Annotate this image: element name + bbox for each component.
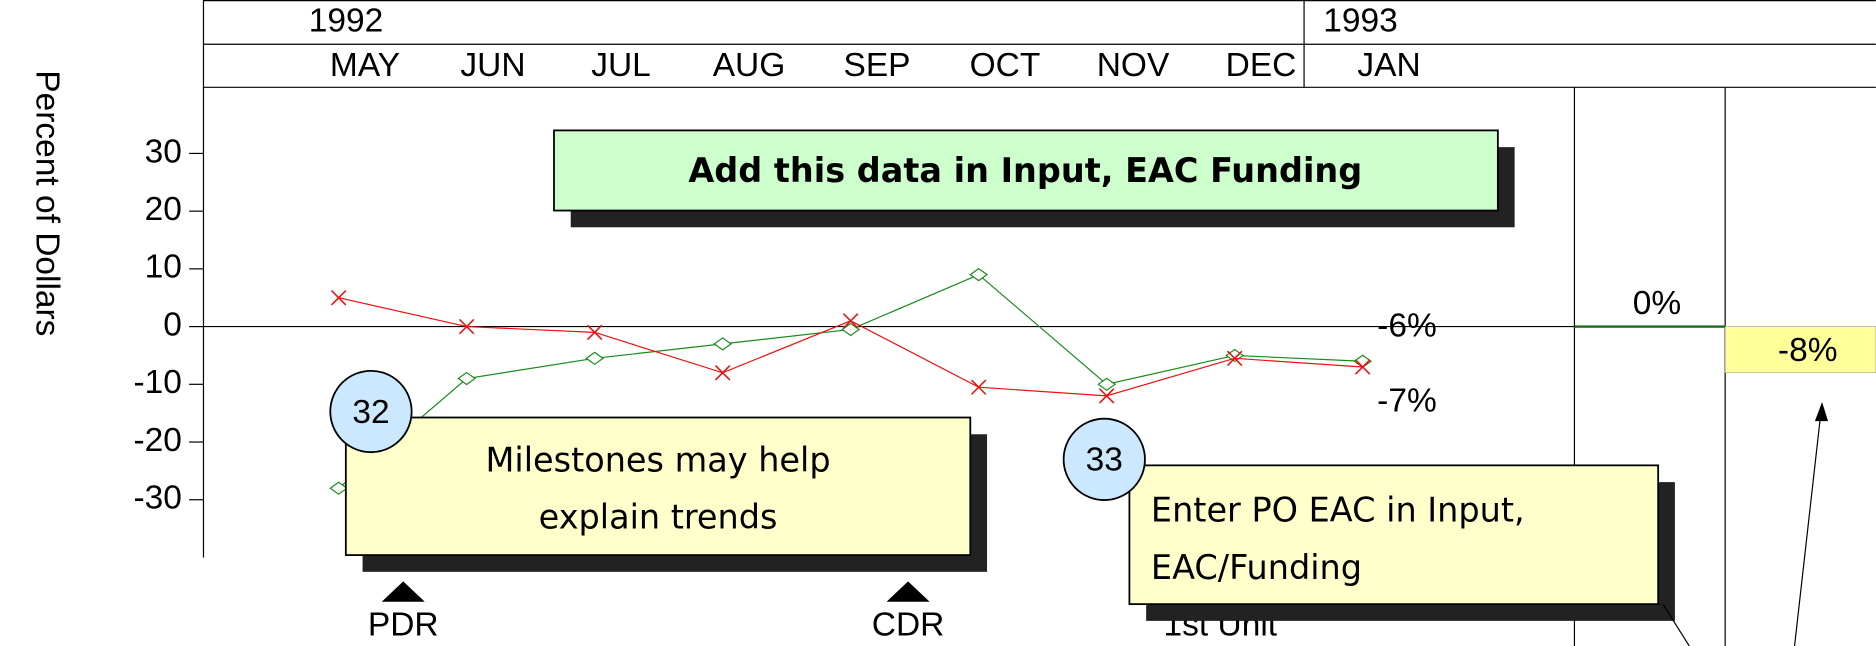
y-tick-label: -20 xyxy=(134,422,182,459)
series-line xyxy=(338,297,1363,397)
summary-label: -8% xyxy=(1778,332,1838,369)
marker xyxy=(329,481,349,495)
x-tick-label: JAN xyxy=(1357,47,1420,84)
summary-bar xyxy=(1574,325,1726,328)
note-text: explain trends xyxy=(539,498,778,537)
summary-bar xyxy=(1724,326,1876,374)
pointer xyxy=(1793,412,1822,646)
x-tick-label: JUN xyxy=(460,47,525,84)
milestone-label: CDR xyxy=(872,607,945,644)
marker xyxy=(1098,388,1115,404)
y-tick-label: 10 xyxy=(145,249,182,286)
x-tick-label: SEP xyxy=(843,47,910,84)
marker xyxy=(970,379,987,395)
note-number: 33 xyxy=(1086,442,1123,479)
note-number: 32 xyxy=(352,394,389,431)
y-tick-label: 30 xyxy=(145,133,182,170)
milestone-marker xyxy=(886,581,930,602)
marker xyxy=(969,267,989,282)
marker xyxy=(842,313,859,329)
y-tick-label: 20 xyxy=(145,191,182,228)
y-tick-label: -10 xyxy=(134,364,182,401)
y-tick-label: 0 xyxy=(163,306,182,343)
note-box xyxy=(344,416,972,556)
value-label: -7% xyxy=(1377,383,1437,420)
x-tick-label: MAY xyxy=(330,47,400,84)
banner-box xyxy=(553,129,1499,212)
arrowhead xyxy=(1814,401,1829,422)
note-text: Milestones may help xyxy=(486,440,831,479)
x-tick-label: DEC xyxy=(1226,47,1297,84)
banner-text: Add this data in Input, EAC Funding xyxy=(688,151,1362,190)
y-tick-label: -30 xyxy=(134,480,182,517)
marker xyxy=(713,337,733,351)
marker xyxy=(841,322,861,337)
marker xyxy=(1226,350,1243,367)
note-badge xyxy=(1062,417,1146,501)
y-axis-label: Percent of Dollars xyxy=(29,70,66,336)
note-text: Enter PO EAC in Input, xyxy=(1151,491,1525,530)
year-label: 1993 xyxy=(1323,3,1398,40)
marker xyxy=(458,318,475,335)
note-badge xyxy=(329,369,413,454)
marker xyxy=(457,371,477,386)
x-tick-label: JUL xyxy=(591,47,651,84)
marker xyxy=(586,324,603,341)
marker xyxy=(330,290,347,306)
marker xyxy=(1097,377,1117,392)
x-tick-label: OCT xyxy=(970,47,1041,84)
frame xyxy=(202,0,1876,646)
milestone-marker xyxy=(381,581,425,602)
note-box xyxy=(1128,464,1660,606)
marker xyxy=(714,365,731,381)
x-tick-label: NOV xyxy=(1097,47,1170,84)
note-text: EAC/Funding xyxy=(1151,548,1362,587)
summary-label: 0% xyxy=(1633,285,1681,322)
marker xyxy=(585,351,605,366)
pointer xyxy=(1662,603,1690,646)
plot: 30 20 10 0 -10 -20 -30 MAY JUN JUL AUG SEP OCT NOV DEC… xyxy=(134,47,1876,517)
value-label: -6% xyxy=(1377,308,1437,345)
year-label: 1992 xyxy=(309,3,384,40)
marker xyxy=(1354,359,1371,375)
milestone-label: PDR xyxy=(368,607,439,644)
x-tick-label: AUG xyxy=(713,47,786,84)
